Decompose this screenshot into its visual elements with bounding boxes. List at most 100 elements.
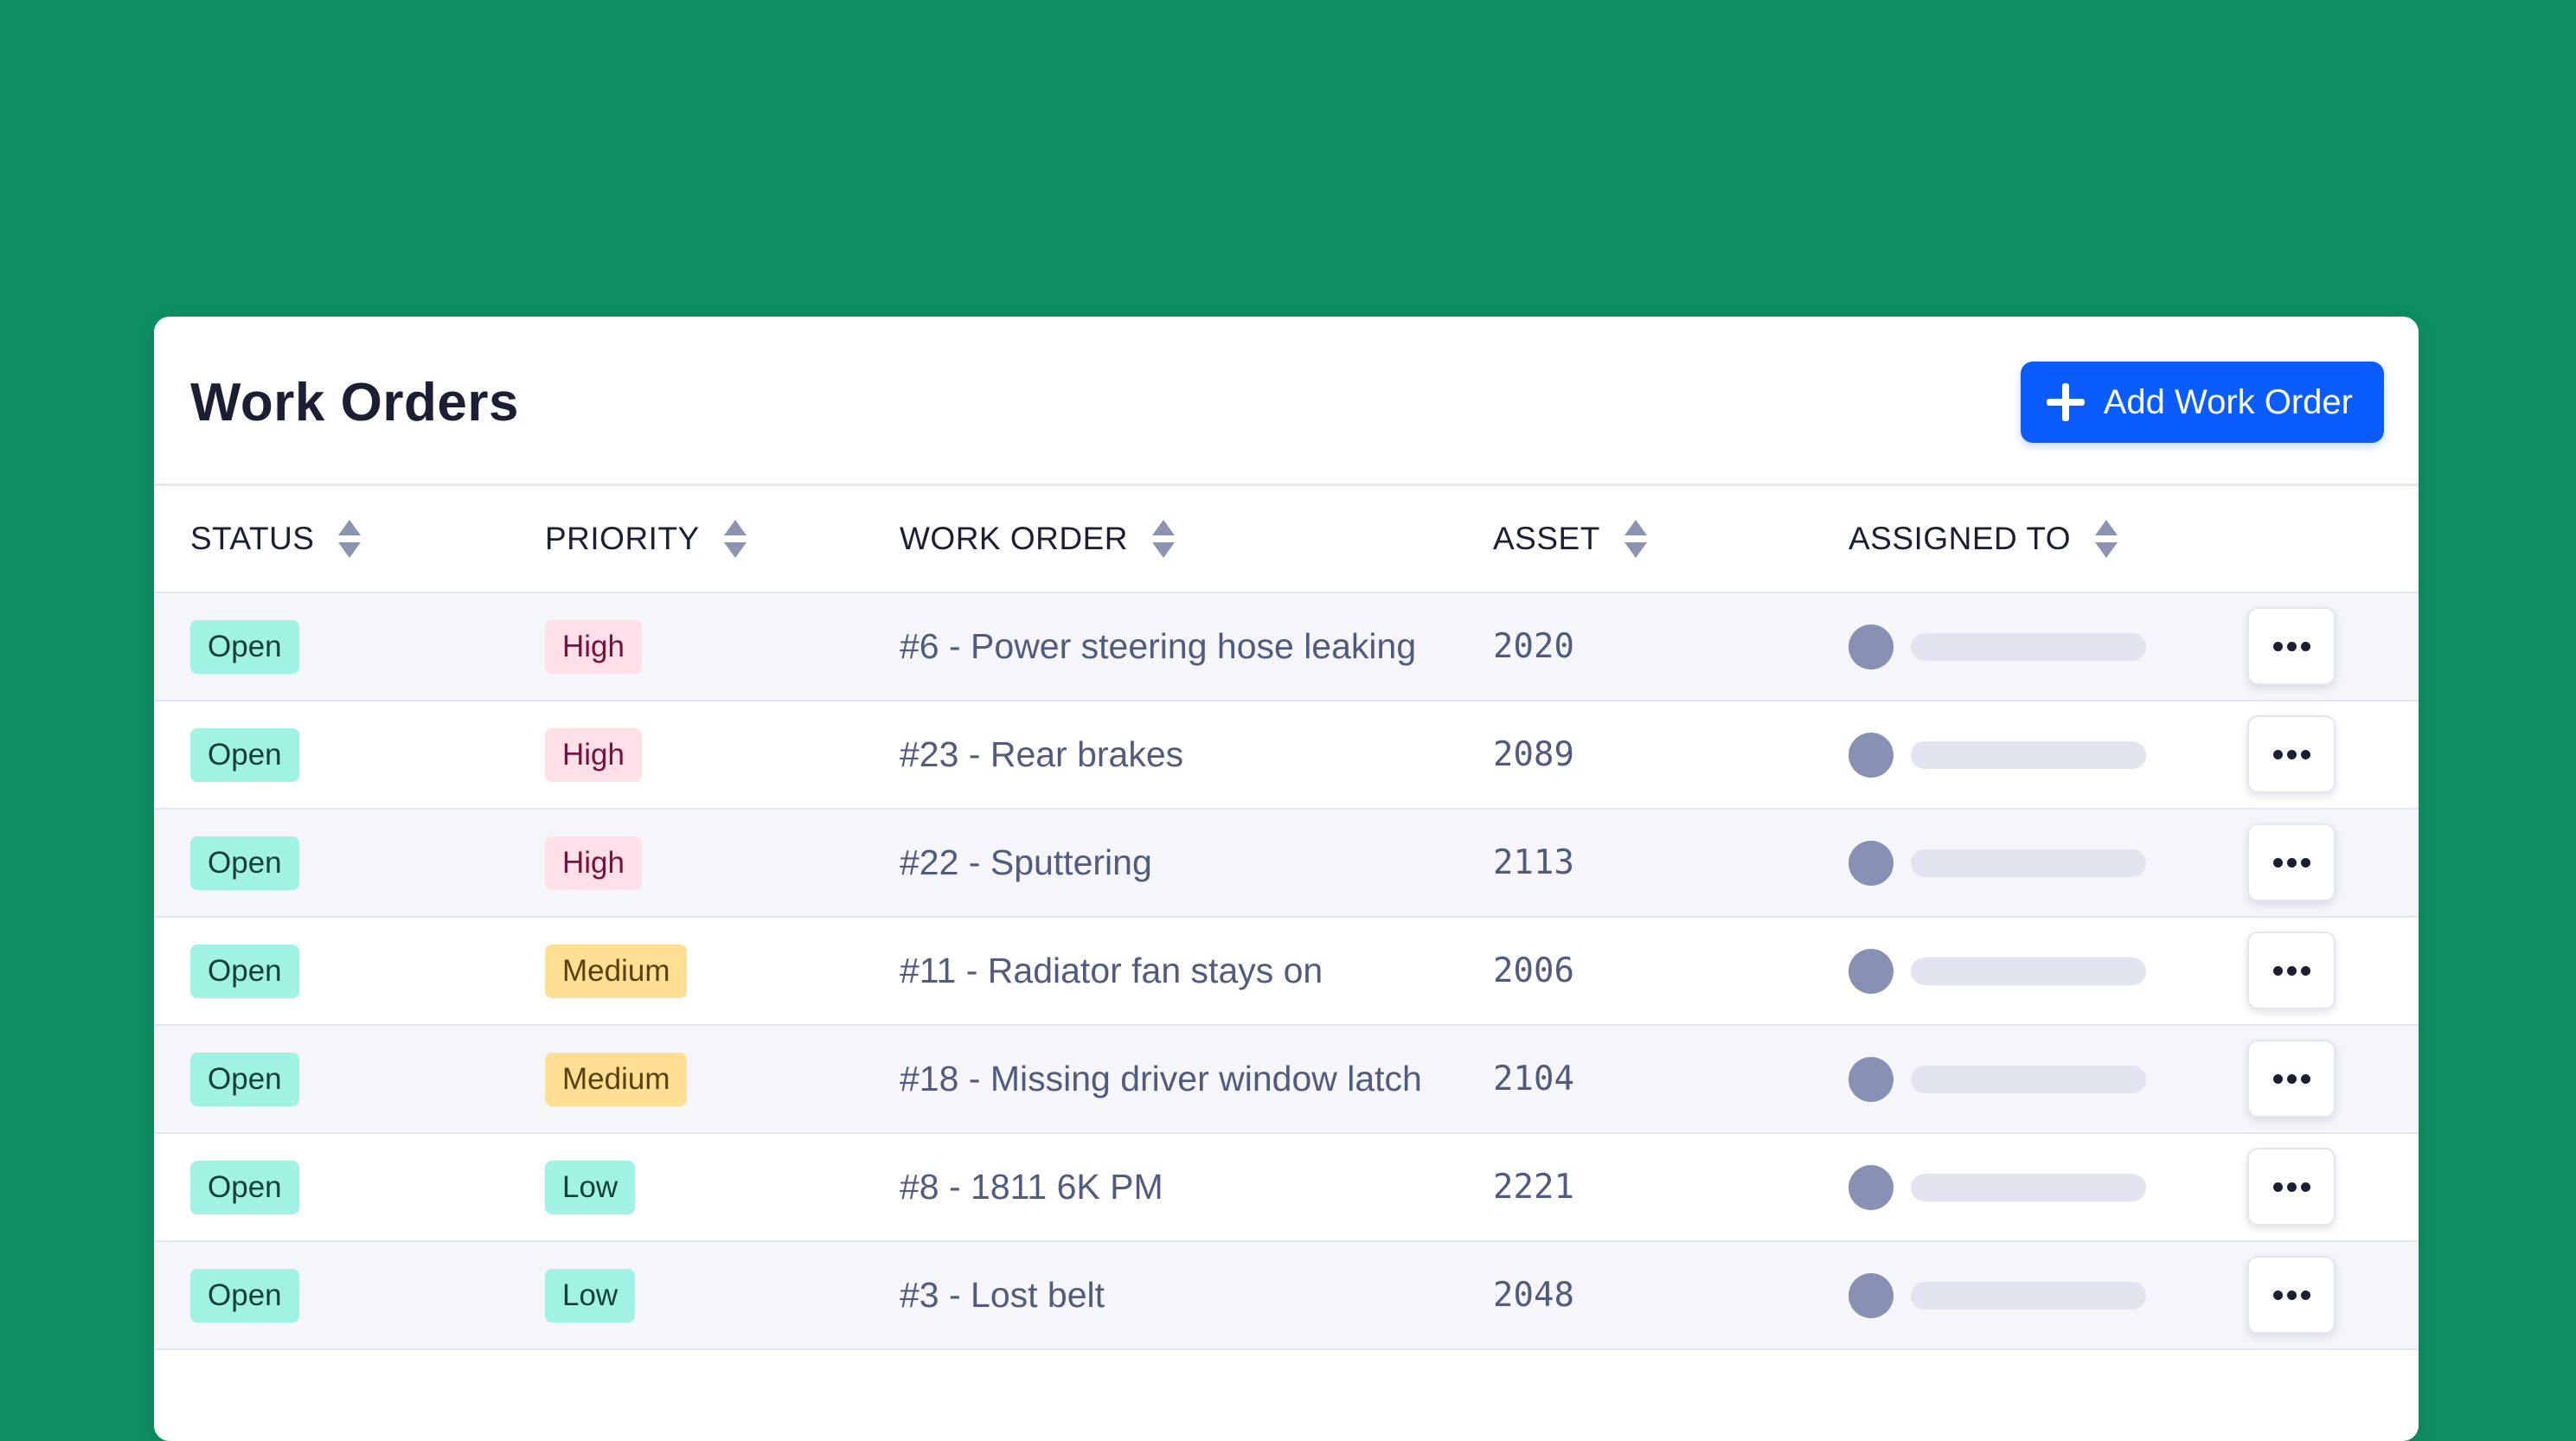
priority-badge: Low [545,1268,636,1323]
table-row[interactable]: Open High #23 - Rear brakes 2089 [154,701,2419,810]
more-options-button[interactable] [2247,1256,2336,1334]
more-options-icon [2300,1182,2310,1192]
add-work-order-label: Add Work Order [2103,382,2353,421]
status-badge: Open [190,619,299,674]
priority-cell: Low [545,1242,636,1348]
work-order-link[interactable]: #3 - Lost belt [900,1275,1105,1315]
more-options-icon [2300,641,2310,651]
table-row[interactable]: Open Medium #18 - Missing driver window … [154,1026,2419,1134]
column-header-asset[interactable]: ASSET [1493,486,1647,592]
more-options-icon [2300,1073,2310,1084]
table-row[interactable]: Open High #6 - Power steering hose leaki… [154,593,2419,701]
column-header-label: STATUS [190,521,315,556]
work-order-link[interactable]: #22 - Sputtering [900,842,1152,882]
work-order-link[interactable]: #18 - Missing driver window latch [900,1059,1422,1098]
work-order-cell: #8 - 1811 6K PM [900,1134,1163,1240]
assignee-name-placeholder [1911,1065,2146,1093]
column-header-label: ASSET [1493,521,1600,556]
sort-icon[interactable] [2095,520,2118,558]
asset-cell: 2048 [1493,1242,1574,1348]
table-row[interactable]: Open Medium #11 - Radiator fan stays on … [154,918,2419,1026]
more-options-icon [2272,965,2283,976]
assignee-name-placeholder [1911,1281,2146,1310]
assignee-name-placeholder [1911,849,2146,877]
table-row[interactable]: Open Low #3 - Lost belt 2048 [154,1242,2419,1350]
priority-badge: Low [545,1160,636,1214]
column-header-status[interactable]: STATUS [190,486,362,592]
status-cell: Open [190,701,299,808]
column-header-priority[interactable]: PRIORITY [545,486,747,592]
assignee-name-placeholder [1911,740,2146,769]
priority-cell: Medium [545,918,688,1024]
status-badge: Open [190,1268,299,1323]
plus-icon [2046,383,2085,421]
column-header-assigned-to[interactable]: ASSIGNED TO [1849,486,2118,592]
column-header-label: ASSIGNED TO [1849,521,2072,556]
column-header-label: PRIORITY [545,521,700,556]
assignee-name-placeholder [1911,632,2146,661]
work-order-cell: #11 - Radiator fan stays on [900,918,1323,1024]
avatar [1849,624,1894,669]
status-badge: Open [190,1160,299,1214]
status-badge: Open [190,727,299,782]
asset-id: 2020 [1493,627,1574,666]
more-options-button[interactable] [2247,823,2336,901]
column-header-label: WORK ORDER [900,521,1128,556]
work-order-cell: #6 - Power steering hose leaking [900,593,1416,700]
status-cell: Open [190,1134,299,1240]
priority-badge: High [545,619,642,674]
work-order-cell: #3 - Lost belt [900,1242,1105,1348]
priority-cell: High [545,701,642,808]
more-options-icon [2272,749,2283,759]
assigned-to-cell [1849,1134,2146,1240]
more-options-icon [2300,965,2310,976]
more-options-icon [2286,965,2297,976]
more-options-button[interactable] [2247,715,2336,793]
asset-cell: 2020 [1493,593,1574,700]
priority-cell: High [545,593,642,700]
asset-id: 2006 [1493,951,1574,990]
more-options-button[interactable] [2247,607,2336,685]
table-row[interactable]: Open High #22 - Sputtering 2113 [154,810,2419,918]
asset-id: 2113 [1493,843,1574,882]
avatar [1849,1272,1894,1318]
avatar [1849,840,1894,886]
more-options-icon [2300,857,2310,868]
asset-cell: 2113 [1493,810,1574,916]
more-options-button[interactable] [2247,1148,2336,1226]
assigned-to-cell [1849,1026,2146,1132]
assigned-to-cell [1849,1242,2146,1348]
more-options-icon [2286,1182,2297,1192]
asset-id: 2048 [1493,1276,1574,1315]
more-options-icon [2286,641,2297,651]
card-header: Work Orders Add Work Order [154,317,2419,486]
work-order-link[interactable]: #23 - Rear brakes [900,734,1184,774]
priority-badge: Medium [545,944,688,998]
more-options-button[interactable] [2247,1040,2336,1118]
more-options-icon [2272,857,2283,868]
asset-id: 2089 [1493,735,1574,774]
sort-icon[interactable] [1624,520,1647,558]
assignee-name-placeholder [1911,957,2146,985]
add-work-order-button[interactable]: Add Work Order [2020,362,2384,443]
work-orders-card: Work Orders Add Work Order STATUS PRIORI… [154,317,2419,1441]
assigned-to-cell [1849,593,2146,700]
asset-id: 2104 [1493,1060,1574,1098]
asset-cell: 2089 [1493,701,1574,808]
more-options-icon [2272,641,2283,651]
work-order-link[interactable]: #11 - Radiator fan stays on [900,951,1323,990]
work-order-link[interactable]: #6 - Power steering hose leaking [900,626,1417,666]
sort-icon[interactable] [723,520,747,558]
asset-id: 2221 [1493,1168,1574,1207]
sort-icon[interactable] [1152,520,1175,558]
work-order-link[interactable]: #8 - 1811 6K PM [900,1167,1163,1207]
more-options-icon [2300,749,2310,759]
column-header-work-order[interactable]: WORK ORDER [900,486,1175,592]
assigned-to-cell [1849,918,2146,1024]
priority-cell: Medium [545,1026,688,1132]
more-options-icon [2286,1073,2297,1084]
more-options-button[interactable] [2247,932,2336,1009]
priority-cell: High [545,810,642,916]
sort-icon[interactable] [338,520,362,558]
table-row[interactable]: Open Low #8 - 1811 6K PM 2221 [154,1134,2419,1242]
